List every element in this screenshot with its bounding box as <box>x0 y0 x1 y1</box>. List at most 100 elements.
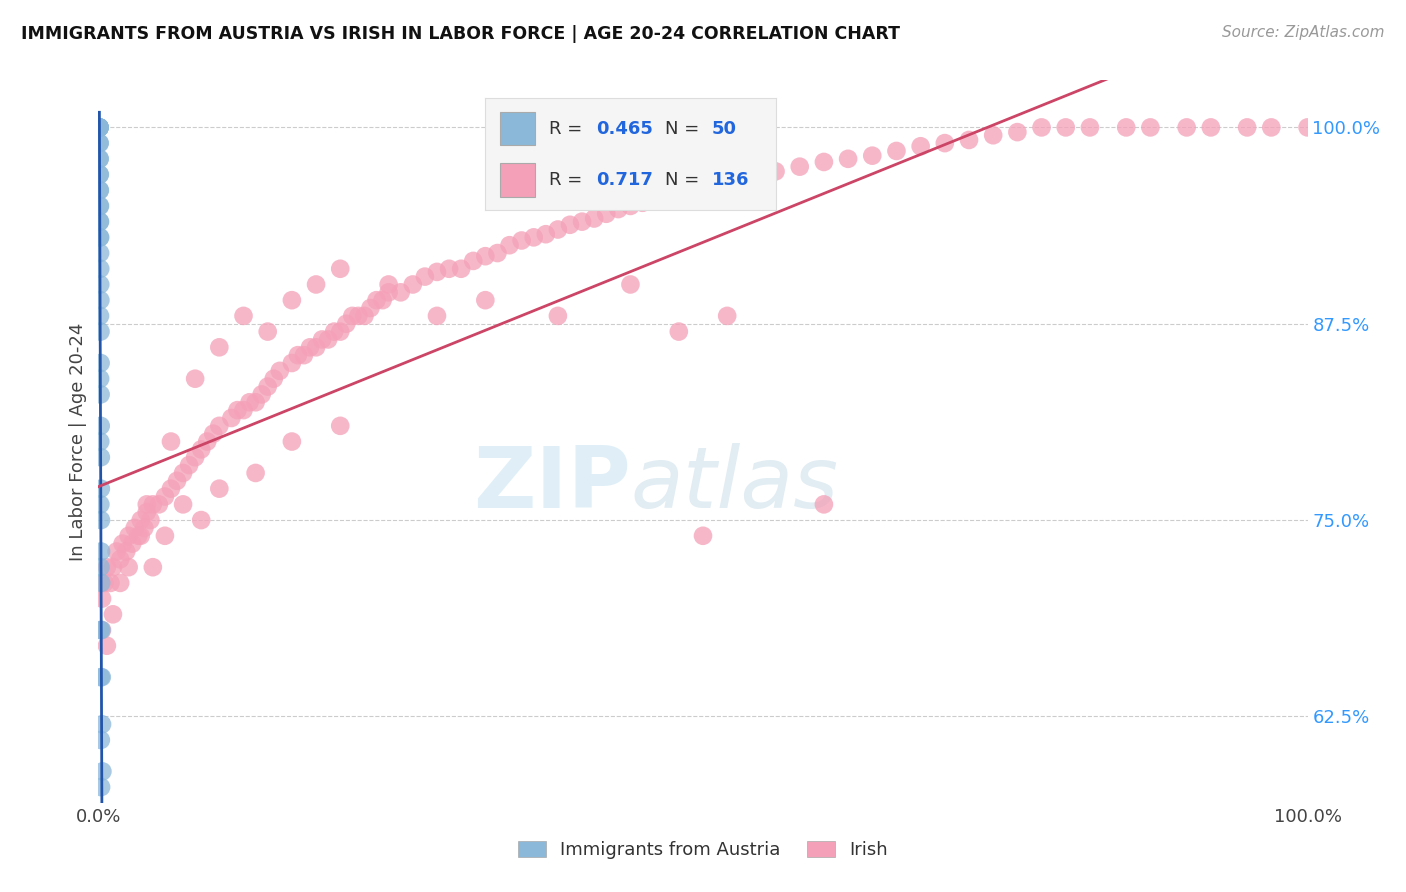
Point <box>1260 120 1282 135</box>
Point <box>342 309 364 323</box>
Text: IMMIGRANTS FROM AUSTRIA VS IRISH IN LABOR FORCE | AGE 20-24 CORRELATION CHART: IMMIGRANTS FROM AUSTRIA VS IRISH IN LABO… <box>21 25 900 43</box>
Point <box>108 552 131 566</box>
Point <box>148 497 170 511</box>
Point <box>90 874 112 888</box>
Point <box>239 395 262 409</box>
Legend: Immigrants from Austria, Irish: Immigrants from Austria, Irish <box>512 833 894 866</box>
Point <box>245 466 267 480</box>
Point <box>655 186 678 201</box>
Point <box>860 149 883 163</box>
Point <box>90 482 112 496</box>
Point <box>668 325 690 339</box>
Point <box>91 623 114 637</box>
Point <box>89 199 111 213</box>
Point <box>232 403 254 417</box>
Point <box>139 513 162 527</box>
Point <box>360 301 382 315</box>
Text: atlas: atlas <box>630 443 838 526</box>
Point <box>89 560 111 574</box>
Point <box>89 497 111 511</box>
Point <box>1139 120 1161 135</box>
Point <box>90 356 112 370</box>
Point <box>89 434 111 449</box>
Point <box>89 309 111 323</box>
Point <box>1078 120 1101 135</box>
Point <box>377 285 399 300</box>
Point <box>89 120 111 135</box>
Point <box>232 309 254 323</box>
Point <box>510 234 533 248</box>
Point <box>692 175 714 189</box>
Point <box>90 733 112 747</box>
Point <box>619 277 641 292</box>
Point <box>287 348 309 362</box>
Point <box>90 623 112 637</box>
Point <box>335 317 357 331</box>
Point <box>474 249 496 263</box>
Point <box>426 265 449 279</box>
Point <box>245 395 267 409</box>
Point <box>1296 120 1319 135</box>
Point <box>89 120 111 135</box>
Point <box>1175 120 1198 135</box>
Point <box>269 364 291 378</box>
Y-axis label: In Labor Force | Age 20-24: In Labor Force | Age 20-24 <box>69 322 87 561</box>
Point <box>716 309 738 323</box>
Point <box>547 309 569 323</box>
Point <box>135 497 157 511</box>
Point <box>118 529 141 543</box>
Point <box>89 214 111 228</box>
Point <box>89 214 111 228</box>
Point <box>184 450 207 465</box>
Point <box>765 164 787 178</box>
Point <box>716 170 738 185</box>
Point <box>153 490 176 504</box>
Point <box>463 253 485 268</box>
Point <box>91 591 114 606</box>
Point <box>90 544 112 558</box>
Point <box>450 261 472 276</box>
Point <box>202 426 225 441</box>
Point <box>498 238 520 252</box>
Point <box>142 497 165 511</box>
Point <box>89 120 111 135</box>
Point <box>90 623 112 637</box>
Point <box>523 230 546 244</box>
Point <box>190 513 212 527</box>
Point <box>366 293 388 308</box>
Point <box>299 340 322 354</box>
Point <box>89 136 111 150</box>
Point <box>486 246 509 260</box>
Point <box>135 505 157 519</box>
Point <box>981 128 1004 143</box>
Point <box>402 277 425 292</box>
Point <box>90 387 112 401</box>
Point <box>281 356 304 370</box>
Point <box>89 168 111 182</box>
Point <box>208 418 231 433</box>
Point <box>371 293 394 308</box>
Point <box>90 513 112 527</box>
Text: Source: ZipAtlas.com: Source: ZipAtlas.com <box>1222 25 1385 40</box>
Point <box>89 152 111 166</box>
Point <box>571 214 593 228</box>
Point <box>329 418 352 433</box>
Point <box>221 411 243 425</box>
Point <box>813 155 835 169</box>
Point <box>740 168 762 182</box>
Point <box>250 387 273 401</box>
Point <box>426 309 449 323</box>
Point <box>93 575 115 590</box>
Point <box>91 717 114 731</box>
Point <box>90 670 112 684</box>
Point <box>256 379 278 393</box>
Point <box>100 575 122 590</box>
Point <box>89 120 111 135</box>
Point <box>96 639 118 653</box>
Point <box>256 325 278 339</box>
Point <box>129 529 152 543</box>
Point <box>910 139 932 153</box>
Point <box>89 230 111 244</box>
Point <box>329 325 352 339</box>
Point <box>90 827 112 841</box>
